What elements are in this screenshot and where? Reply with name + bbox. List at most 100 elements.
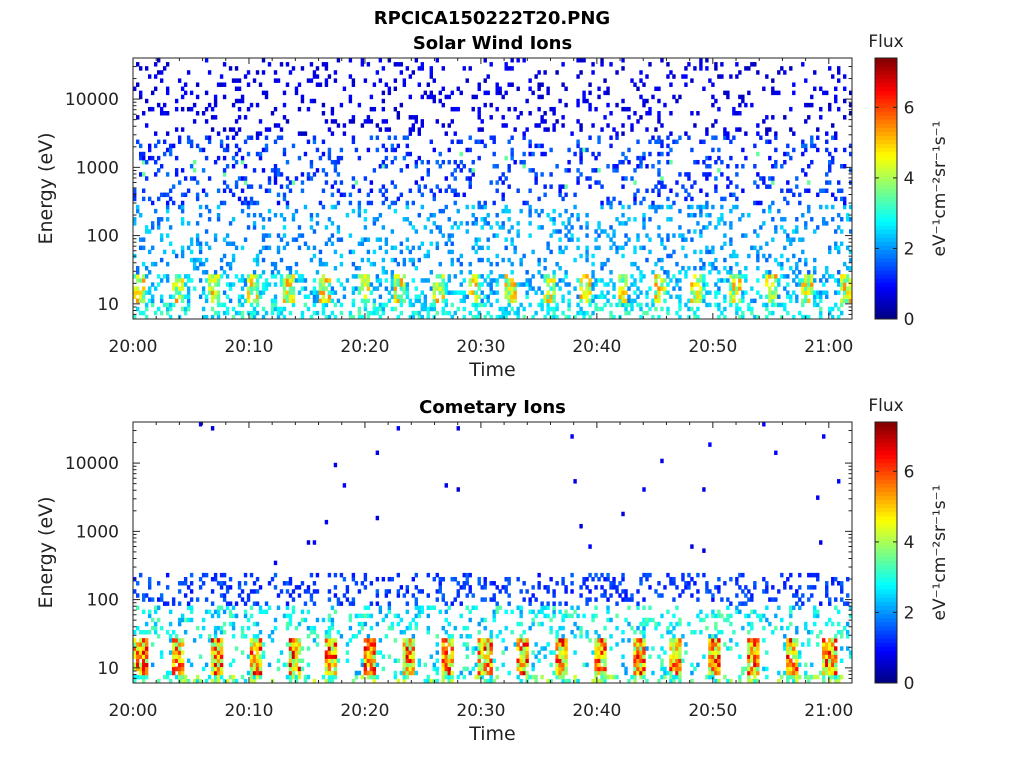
flux-cell: [393, 306, 398, 312]
flux-cell: [630, 282, 634, 287]
flux-cell: [330, 650, 335, 655]
flux-cell: [477, 86, 481, 92]
flux-cell: [561, 666, 565, 672]
flux-cell: [714, 294, 718, 300]
flux-cell: [136, 139, 140, 145]
flux-cell: [450, 646, 454, 651]
flux-cell: [288, 674, 293, 680]
flux-cell: [522, 638, 526, 643]
flux-cell: [177, 589, 182, 594]
flux-cell: [159, 111, 164, 116]
flux-cell: [198, 249, 203, 255]
flux-cell: [291, 642, 296, 647]
flux-cell: [210, 670, 215, 676]
flux-cell: [564, 245, 568, 251]
flux-cell: [621, 511, 625, 517]
flux-cell: [594, 168, 598, 173]
flux-cell: [300, 581, 305, 586]
flux-cell: [672, 638, 676, 643]
flux-cell: [798, 257, 802, 263]
flux-cell: [720, 310, 724, 316]
flux-cell: [678, 617, 682, 623]
flux-cell: [483, 666, 487, 672]
flux-cell: [168, 306, 173, 312]
flux-cell: [201, 188, 206, 193]
flux-cell: [576, 237, 580, 242]
flux-cell: [231, 253, 236, 259]
flux-cell: [468, 180, 472, 185]
flux-cell: [783, 274, 787, 279]
flux-cell: [168, 650, 173, 655]
flux-cell: [522, 131, 526, 136]
flux-cell: [363, 621, 368, 627]
flux-cell: [732, 282, 736, 287]
flux-cell: [477, 282, 481, 287]
flux-cell: [318, 82, 323, 87]
flux-cell: [225, 306, 230, 312]
flux-cell: [540, 274, 544, 279]
flux-cell: [636, 605, 640, 610]
flux-cell: [717, 589, 721, 594]
flux-cell: [579, 306, 583, 312]
flux-cell: [288, 298, 293, 304]
flux-cell: [177, 294, 182, 300]
flux-cell: [375, 306, 380, 312]
flux-cell: [609, 62, 613, 67]
flux-cell: [789, 298, 793, 304]
flux-cell: [804, 188, 808, 193]
flux-cell: [255, 261, 260, 267]
flux-cell: [843, 294, 847, 300]
flux-cell: [513, 106, 517, 112]
flux-cell: [462, 572, 466, 578]
flux-cell: [507, 576, 511, 582]
flux-cell: [654, 290, 658, 295]
flux-cell: [510, 261, 514, 267]
flux-cell: [369, 638, 374, 643]
flux-cell: [492, 617, 496, 623]
flux-cell: [507, 593, 511, 598]
flux-cell: [294, 270, 299, 275]
flux-cell: [522, 642, 526, 647]
flux-cell: [426, 674, 430, 680]
flux-cell: [315, 642, 320, 647]
flux-cell: [828, 245, 832, 251]
flux-cell: [501, 314, 505, 320]
flux-cell: [348, 310, 353, 316]
flux-cell: [273, 172, 278, 177]
colorbar-segment: [875, 180, 897, 185]
flux-cell: [600, 638, 604, 643]
flux-cell: [849, 90, 853, 96]
flux-cell: [477, 646, 481, 651]
flux-cell: [564, 184, 568, 189]
flux-cell: [348, 58, 353, 63]
flux-cell: [150, 302, 155, 308]
flux-cell: [576, 245, 580, 251]
flux-cell: [399, 192, 404, 198]
flux-cell: [828, 180, 832, 185]
flux-cell: [327, 625, 332, 631]
flux-cell: [642, 98, 646, 104]
flux-cell: [720, 159, 724, 165]
flux-cell: [684, 270, 688, 275]
flux-cell: [225, 585, 230, 590]
flux-cell: [354, 265, 359, 271]
flux-cell: [621, 123, 625, 128]
flux-cell: [705, 245, 709, 251]
flux-cell: [633, 290, 637, 295]
flux-cell: [465, 294, 469, 300]
flux-cell: [657, 593, 661, 598]
flux-cell: [348, 249, 353, 255]
flux-cell: [165, 233, 170, 238]
flux-cell: [141, 261, 146, 267]
flux-cell: [207, 176, 212, 181]
flux-cell: [795, 274, 799, 279]
flux-cell: [675, 674, 679, 680]
flux-cell: [384, 155, 389, 161]
flux-cell: [136, 115, 140, 120]
flux-cell: [300, 94, 305, 100]
flux-cell: [282, 662, 287, 668]
flux-cell: [711, 82, 715, 87]
flux-cell: [327, 662, 332, 668]
flux-cell: [528, 278, 532, 283]
flux-cell: [246, 294, 251, 300]
